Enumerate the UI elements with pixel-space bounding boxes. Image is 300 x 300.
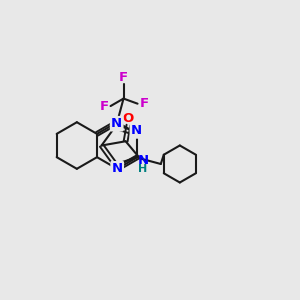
Text: N: N — [112, 162, 123, 175]
Text: H: H — [138, 164, 148, 174]
Text: F: F — [100, 100, 109, 112]
Text: N: N — [111, 117, 122, 130]
Text: N: N — [131, 124, 142, 137]
Text: O: O — [123, 112, 134, 125]
Text: F: F — [140, 97, 149, 110]
Text: F: F — [119, 70, 128, 84]
Text: N: N — [137, 154, 148, 167]
